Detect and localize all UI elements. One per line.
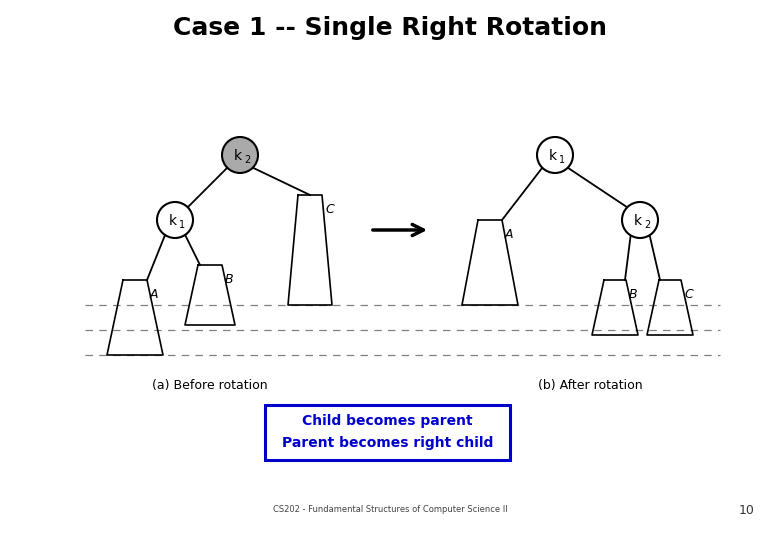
Text: Child becomes parent: Child becomes parent [302, 414, 473, 428]
Text: 10: 10 [739, 503, 755, 516]
Circle shape [222, 137, 258, 173]
Text: C: C [325, 203, 334, 216]
Text: Case 1 -- Single Right Rotation: Case 1 -- Single Right Rotation [173, 16, 607, 40]
Text: Parent becomes right child: Parent becomes right child [282, 436, 493, 450]
Text: CS202 - Fundamental Structures of Computer Science II: CS202 - Fundamental Structures of Comput… [273, 505, 507, 515]
Text: (a) Before rotation: (a) Before rotation [152, 379, 268, 392]
Text: A: A [150, 288, 158, 301]
Text: k: k [234, 149, 242, 163]
Text: k: k [634, 214, 642, 228]
Text: k: k [169, 214, 177, 228]
Text: 1: 1 [179, 220, 185, 230]
Text: 1: 1 [559, 155, 565, 165]
FancyBboxPatch shape [265, 405, 510, 460]
Text: B: B [629, 288, 637, 301]
Text: k: k [549, 149, 557, 163]
Text: 2: 2 [644, 220, 650, 230]
Text: 2: 2 [244, 155, 250, 165]
Circle shape [157, 202, 193, 238]
Circle shape [622, 202, 658, 238]
Text: C: C [684, 288, 693, 301]
Text: B: B [225, 273, 234, 286]
Circle shape [537, 137, 573, 173]
Text: A: A [505, 228, 513, 241]
Text: (b) After rotation: (b) After rotation [537, 379, 642, 392]
